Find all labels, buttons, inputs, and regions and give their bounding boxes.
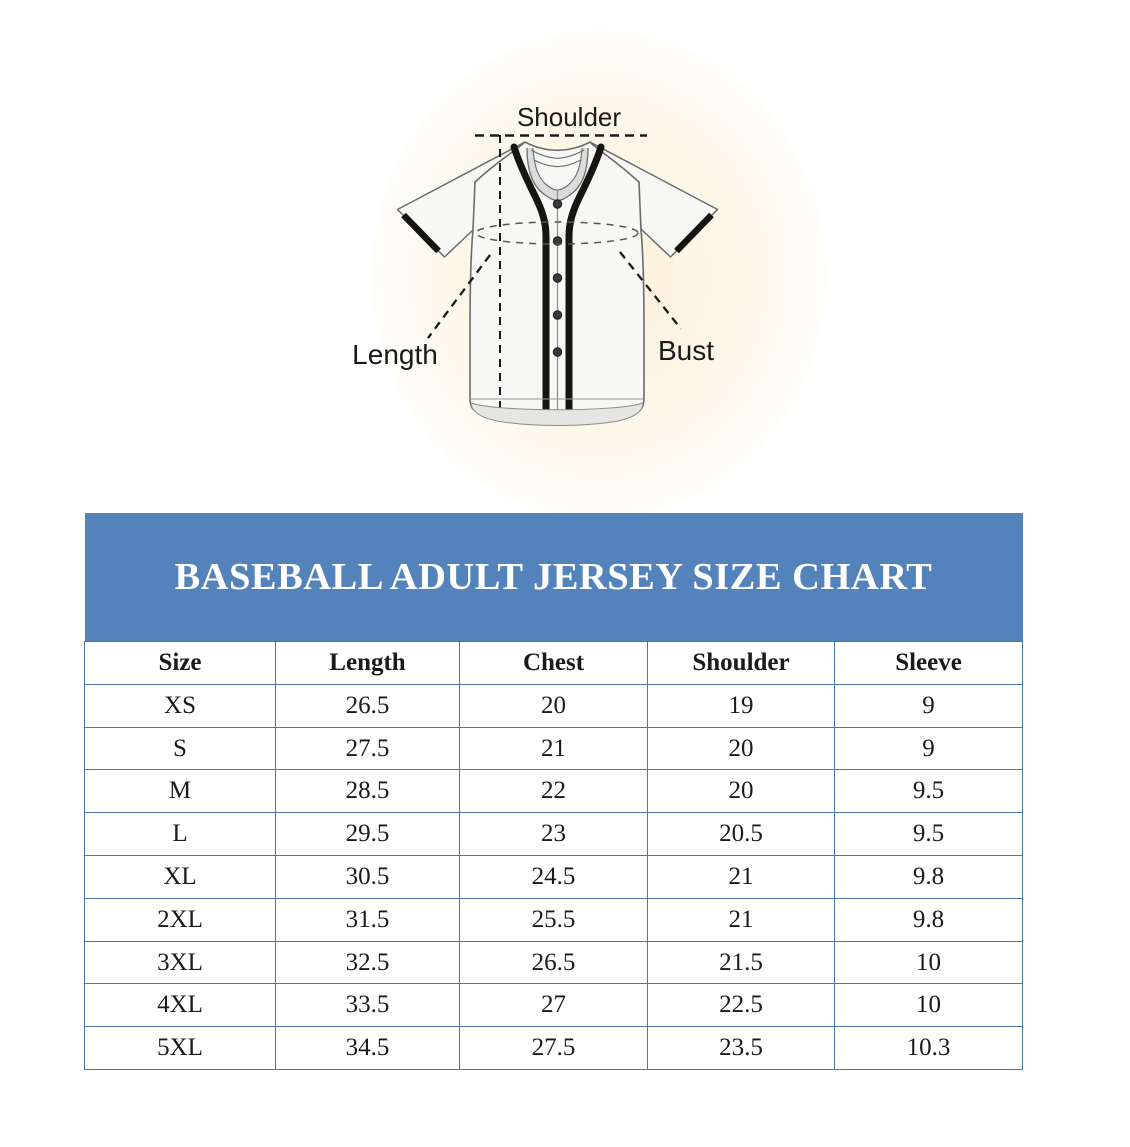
svg-text:Bust: Bust xyxy=(658,335,714,366)
svg-text:Shoulder: Shoulder xyxy=(517,102,621,132)
svg-text:Length: Length xyxy=(352,339,438,370)
